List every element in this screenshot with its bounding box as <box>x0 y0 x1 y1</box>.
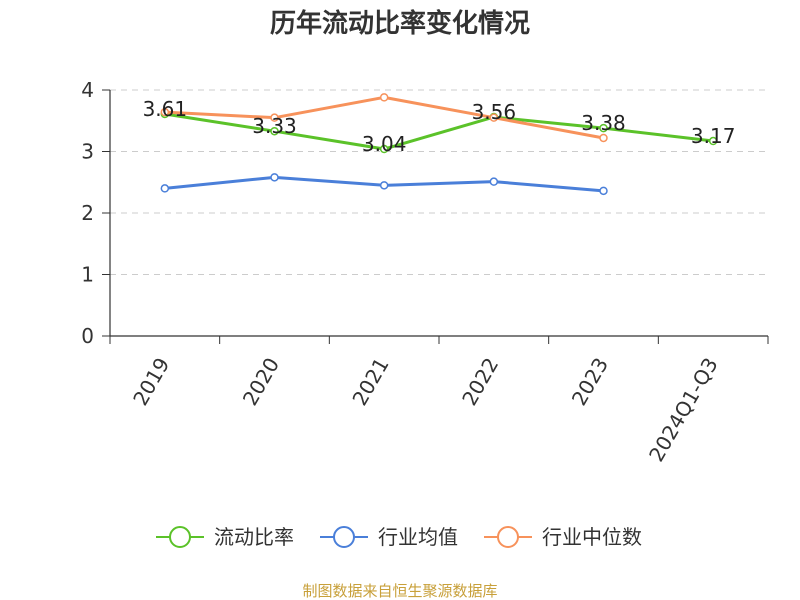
data-point <box>599 133 608 143</box>
data-label: 3.38 <box>581 111 626 135</box>
y-tick-label: 3 <box>81 140 94 164</box>
legend-label: 行业中位数 <box>542 525 642 549</box>
data-label: 3.56 <box>472 100 517 124</box>
data-point <box>599 123 608 133</box>
y-tick-label: 1 <box>81 263 94 287</box>
data-point <box>160 107 170 117</box>
legend-marker-icon <box>169 526 191 548</box>
legend-marker-icon <box>497 526 519 548</box>
data-point <box>270 113 279 122</box>
data-point <box>270 126 279 136</box>
data-point <box>489 113 499 122</box>
legend-marker-icon <box>333 526 355 548</box>
data-labels: 3.61 3.33 3.04 3.56 3.38 3.17 <box>143 97 736 156</box>
data-label: 3.33 <box>252 114 297 138</box>
x-tick-label: 2022 <box>457 354 503 410</box>
legend-label: 流动比率 <box>214 525 294 549</box>
x-tick-label: 2024Q1-Q3 <box>644 354 723 466</box>
legend-item[interactable]: 行业均值 <box>320 525 458 549</box>
data-point <box>379 93 389 102</box>
data-point <box>599 186 608 196</box>
data-label: 3.61 <box>143 97 188 121</box>
legend[interactable]: 流动比率 行业均值 行业中位数 <box>156 525 642 549</box>
data-label: 3.04 <box>362 132 407 156</box>
data-point <box>379 144 389 154</box>
legend-item[interactable]: 行业中位数 <box>484 525 642 549</box>
y-tick-label: 0 <box>81 324 94 348</box>
data-point <box>489 177 499 186</box>
data-point <box>270 173 279 182</box>
legend-label: 行业均值 <box>378 525 458 549</box>
data-point <box>160 184 170 193</box>
x-tick-label: 2023 <box>567 354 613 410</box>
data-point <box>708 136 718 146</box>
y-tick-label: 4 <box>81 78 94 102</box>
x-tick-label: 2020 <box>238 354 284 410</box>
y-tick-label: 2 <box>81 201 94 225</box>
legend-item[interactable]: 流动比率 <box>156 525 294 549</box>
source-footer: 制图数据来自恒生聚源数据库 <box>302 582 497 600</box>
x-tick-label: 2021 <box>347 354 393 410</box>
data-label: 3.17 <box>691 124 736 148</box>
series-line-0 <box>164 112 714 151</box>
x-tick-label: 2019 <box>128 354 174 410</box>
data-point <box>379 181 389 190</box>
chart-title: 历年流动比率变化情况 <box>270 8 530 39</box>
series-group <box>160 93 718 196</box>
